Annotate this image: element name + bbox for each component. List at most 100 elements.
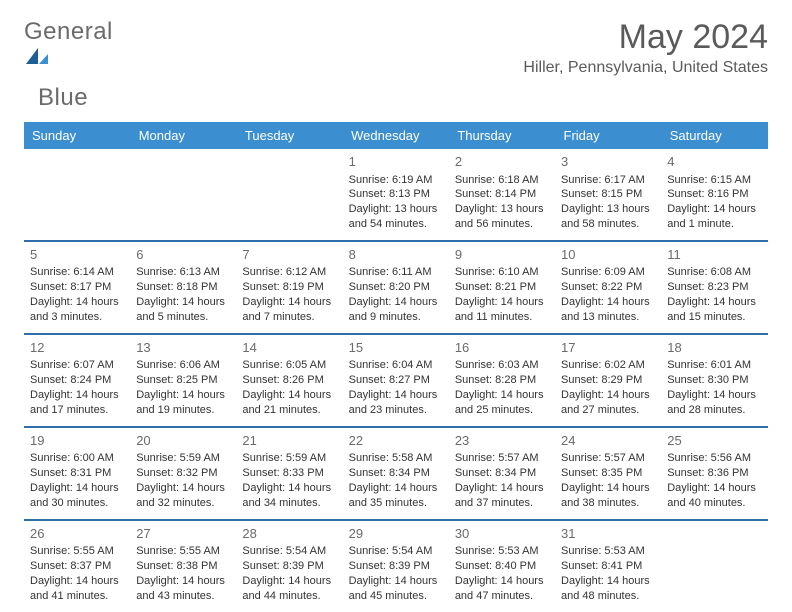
calendar-cell: 8Sunrise: 6:11 AMSunset: 8:20 PMDaylight… — [343, 241, 449, 334]
daylight-text: Daylight: 14 hours and 34 minutes. — [242, 481, 336, 511]
sunset-text: Sunset: 8:18 PM — [136, 280, 230, 295]
day-number: 7 — [242, 246, 336, 264]
calendar-cell: 4Sunrise: 6:15 AMSunset: 8:16 PMDaylight… — [661, 149, 767, 241]
day-number: 9 — [455, 246, 549, 264]
calendar-cell — [236, 149, 342, 241]
day-number: 16 — [455, 339, 549, 357]
sunrise-text: Sunrise: 6:18 AM — [455, 173, 549, 188]
day-number: 19 — [30, 432, 124, 450]
daylight-text: Daylight: 14 hours and 9 minutes. — [349, 295, 443, 325]
sunrise-text: Sunrise: 5:54 AM — [242, 544, 336, 559]
sunrise-text: Sunrise: 6:00 AM — [30, 451, 124, 466]
calendar-cell: 14Sunrise: 6:05 AMSunset: 8:26 PMDayligh… — [236, 334, 342, 427]
page-title: May 2024 — [523, 18, 768, 57]
daylight-text: Daylight: 14 hours and 41 minutes. — [30, 574, 124, 604]
logo: General Blue — [24, 18, 113, 112]
sunrise-text: Sunrise: 6:03 AM — [455, 358, 549, 373]
sunset-text: Sunset: 8:29 PM — [561, 373, 655, 388]
day-number: 24 — [561, 432, 655, 450]
sunset-text: Sunset: 8:22 PM — [561, 280, 655, 295]
daylight-text: Daylight: 14 hours and 23 minutes. — [349, 388, 443, 418]
sunset-text: Sunset: 8:20 PM — [349, 280, 443, 295]
sunset-text: Sunset: 8:31 PM — [30, 466, 124, 481]
logo-sail-icon — [24, 46, 113, 66]
day-number: 26 — [30, 525, 124, 543]
daylight-text: Daylight: 14 hours and 38 minutes. — [561, 481, 655, 511]
day-number: 2 — [455, 153, 549, 171]
daylight-text: Daylight: 14 hours and 44 minutes. — [242, 574, 336, 604]
daylight-text: Daylight: 14 hours and 15 minutes. — [667, 295, 761, 325]
day-number: 27 — [136, 525, 230, 543]
sunset-text: Sunset: 8:32 PM — [136, 466, 230, 481]
sunrise-text: Sunrise: 5:55 AM — [30, 544, 124, 559]
calendar-cell: 30Sunrise: 5:53 AMSunset: 8:40 PMDayligh… — [449, 520, 555, 612]
daylight-text: Daylight: 14 hours and 45 minutes. — [349, 574, 443, 604]
sunset-text: Sunset: 8:17 PM — [30, 280, 124, 295]
sunrise-text: Sunrise: 5:59 AM — [242, 451, 336, 466]
daylight-text: Daylight: 14 hours and 37 minutes. — [455, 481, 549, 511]
daylight-text: Daylight: 14 hours and 40 minutes. — [667, 481, 761, 511]
sunset-text: Sunset: 8:37 PM — [30, 559, 124, 574]
calendar-cell: 25Sunrise: 5:56 AMSunset: 8:36 PMDayligh… — [661, 427, 767, 520]
daylight-text: Daylight: 14 hours and 19 minutes. — [136, 388, 230, 418]
sunrise-text: Sunrise: 6:01 AM — [667, 358, 761, 373]
sunrise-text: Sunrise: 6:05 AM — [242, 358, 336, 373]
daylight-text: Daylight: 14 hours and 48 minutes. — [561, 574, 655, 604]
day-number: 25 — [667, 432, 761, 450]
calendar-cell: 9Sunrise: 6:10 AMSunset: 8:21 PMDaylight… — [449, 241, 555, 334]
day-number: 22 — [349, 432, 443, 450]
day-number: 23 — [455, 432, 549, 450]
sunset-text: Sunset: 8:25 PM — [136, 373, 230, 388]
calendar-row: 26Sunrise: 5:55 AMSunset: 8:37 PMDayligh… — [24, 520, 768, 612]
daylight-text: Daylight: 14 hours and 1 minute. — [667, 202, 761, 232]
day-number: 6 — [136, 246, 230, 264]
logo-text-blue: Blue — [38, 84, 88, 111]
sunrise-text: Sunrise: 6:14 AM — [30, 265, 124, 280]
calendar-cell: 28Sunrise: 5:54 AMSunset: 8:39 PMDayligh… — [236, 520, 342, 612]
calendar-cell: 15Sunrise: 6:04 AMSunset: 8:27 PMDayligh… — [343, 334, 449, 427]
calendar-cell: 13Sunrise: 6:06 AMSunset: 8:25 PMDayligh… — [130, 334, 236, 427]
calendar-cell: 23Sunrise: 5:57 AMSunset: 8:34 PMDayligh… — [449, 427, 555, 520]
daylight-text: Daylight: 14 hours and 21 minutes. — [242, 388, 336, 418]
sunset-text: Sunset: 8:30 PM — [667, 373, 761, 388]
calendar-cell: 27Sunrise: 5:55 AMSunset: 8:38 PMDayligh… — [130, 520, 236, 612]
daylight-text: Daylight: 14 hours and 25 minutes. — [455, 388, 549, 418]
calendar-cell: 26Sunrise: 5:55 AMSunset: 8:37 PMDayligh… — [24, 520, 130, 612]
sunset-text: Sunset: 8:24 PM — [30, 373, 124, 388]
sunrise-text: Sunrise: 5:53 AM — [455, 544, 549, 559]
daylight-text: Daylight: 14 hours and 13 minutes. — [561, 295, 655, 325]
sunrise-text: Sunrise: 5:59 AM — [136, 451, 230, 466]
sunset-text: Sunset: 8:34 PM — [349, 466, 443, 481]
sunrise-text: Sunrise: 6:02 AM — [561, 358, 655, 373]
sunrise-text: Sunrise: 6:07 AM — [30, 358, 124, 373]
day-number: 8 — [349, 246, 443, 264]
sunrise-text: Sunrise: 6:19 AM — [349, 173, 443, 188]
daylight-text: Daylight: 14 hours and 27 minutes. — [561, 388, 655, 418]
day-number: 13 — [136, 339, 230, 357]
calendar-cell: 5Sunrise: 6:14 AMSunset: 8:17 PMDaylight… — [24, 241, 130, 334]
calendar-cell: 2Sunrise: 6:18 AMSunset: 8:14 PMDaylight… — [449, 149, 555, 241]
calendar-cell — [661, 520, 767, 612]
location-text: Hiller, Pennsylvania, United States — [523, 59, 768, 77]
sunset-text: Sunset: 8:41 PM — [561, 559, 655, 574]
daylight-text: Daylight: 14 hours and 30 minutes. — [30, 481, 124, 511]
sunset-text: Sunset: 8:13 PM — [349, 187, 443, 202]
calendar-cell: 1Sunrise: 6:19 AMSunset: 8:13 PMDaylight… — [343, 149, 449, 241]
sunrise-text: Sunrise: 5:53 AM — [561, 544, 655, 559]
day-number: 30 — [455, 525, 549, 543]
sunrise-text: Sunrise: 6:08 AM — [667, 265, 761, 280]
day-number: 1 — [349, 153, 443, 171]
sunset-text: Sunset: 8:26 PM — [242, 373, 336, 388]
sunrise-text: Sunrise: 5:58 AM — [349, 451, 443, 466]
day-number: 18 — [667, 339, 761, 357]
daylight-text: Daylight: 14 hours and 7 minutes. — [242, 295, 336, 325]
day-number: 28 — [242, 525, 336, 543]
day-number: 31 — [561, 525, 655, 543]
day-number: 11 — [667, 246, 761, 264]
daylight-text: Daylight: 14 hours and 35 minutes. — [349, 481, 443, 511]
calendar-cell: 10Sunrise: 6:09 AMSunset: 8:22 PMDayligh… — [555, 241, 661, 334]
weekday-header: Friday — [555, 122, 661, 149]
day-number: 17 — [561, 339, 655, 357]
calendar-table: Sunday Monday Tuesday Wednesday Thursday… — [24, 122, 768, 612]
calendar-row: 5Sunrise: 6:14 AMSunset: 8:17 PMDaylight… — [24, 241, 768, 334]
